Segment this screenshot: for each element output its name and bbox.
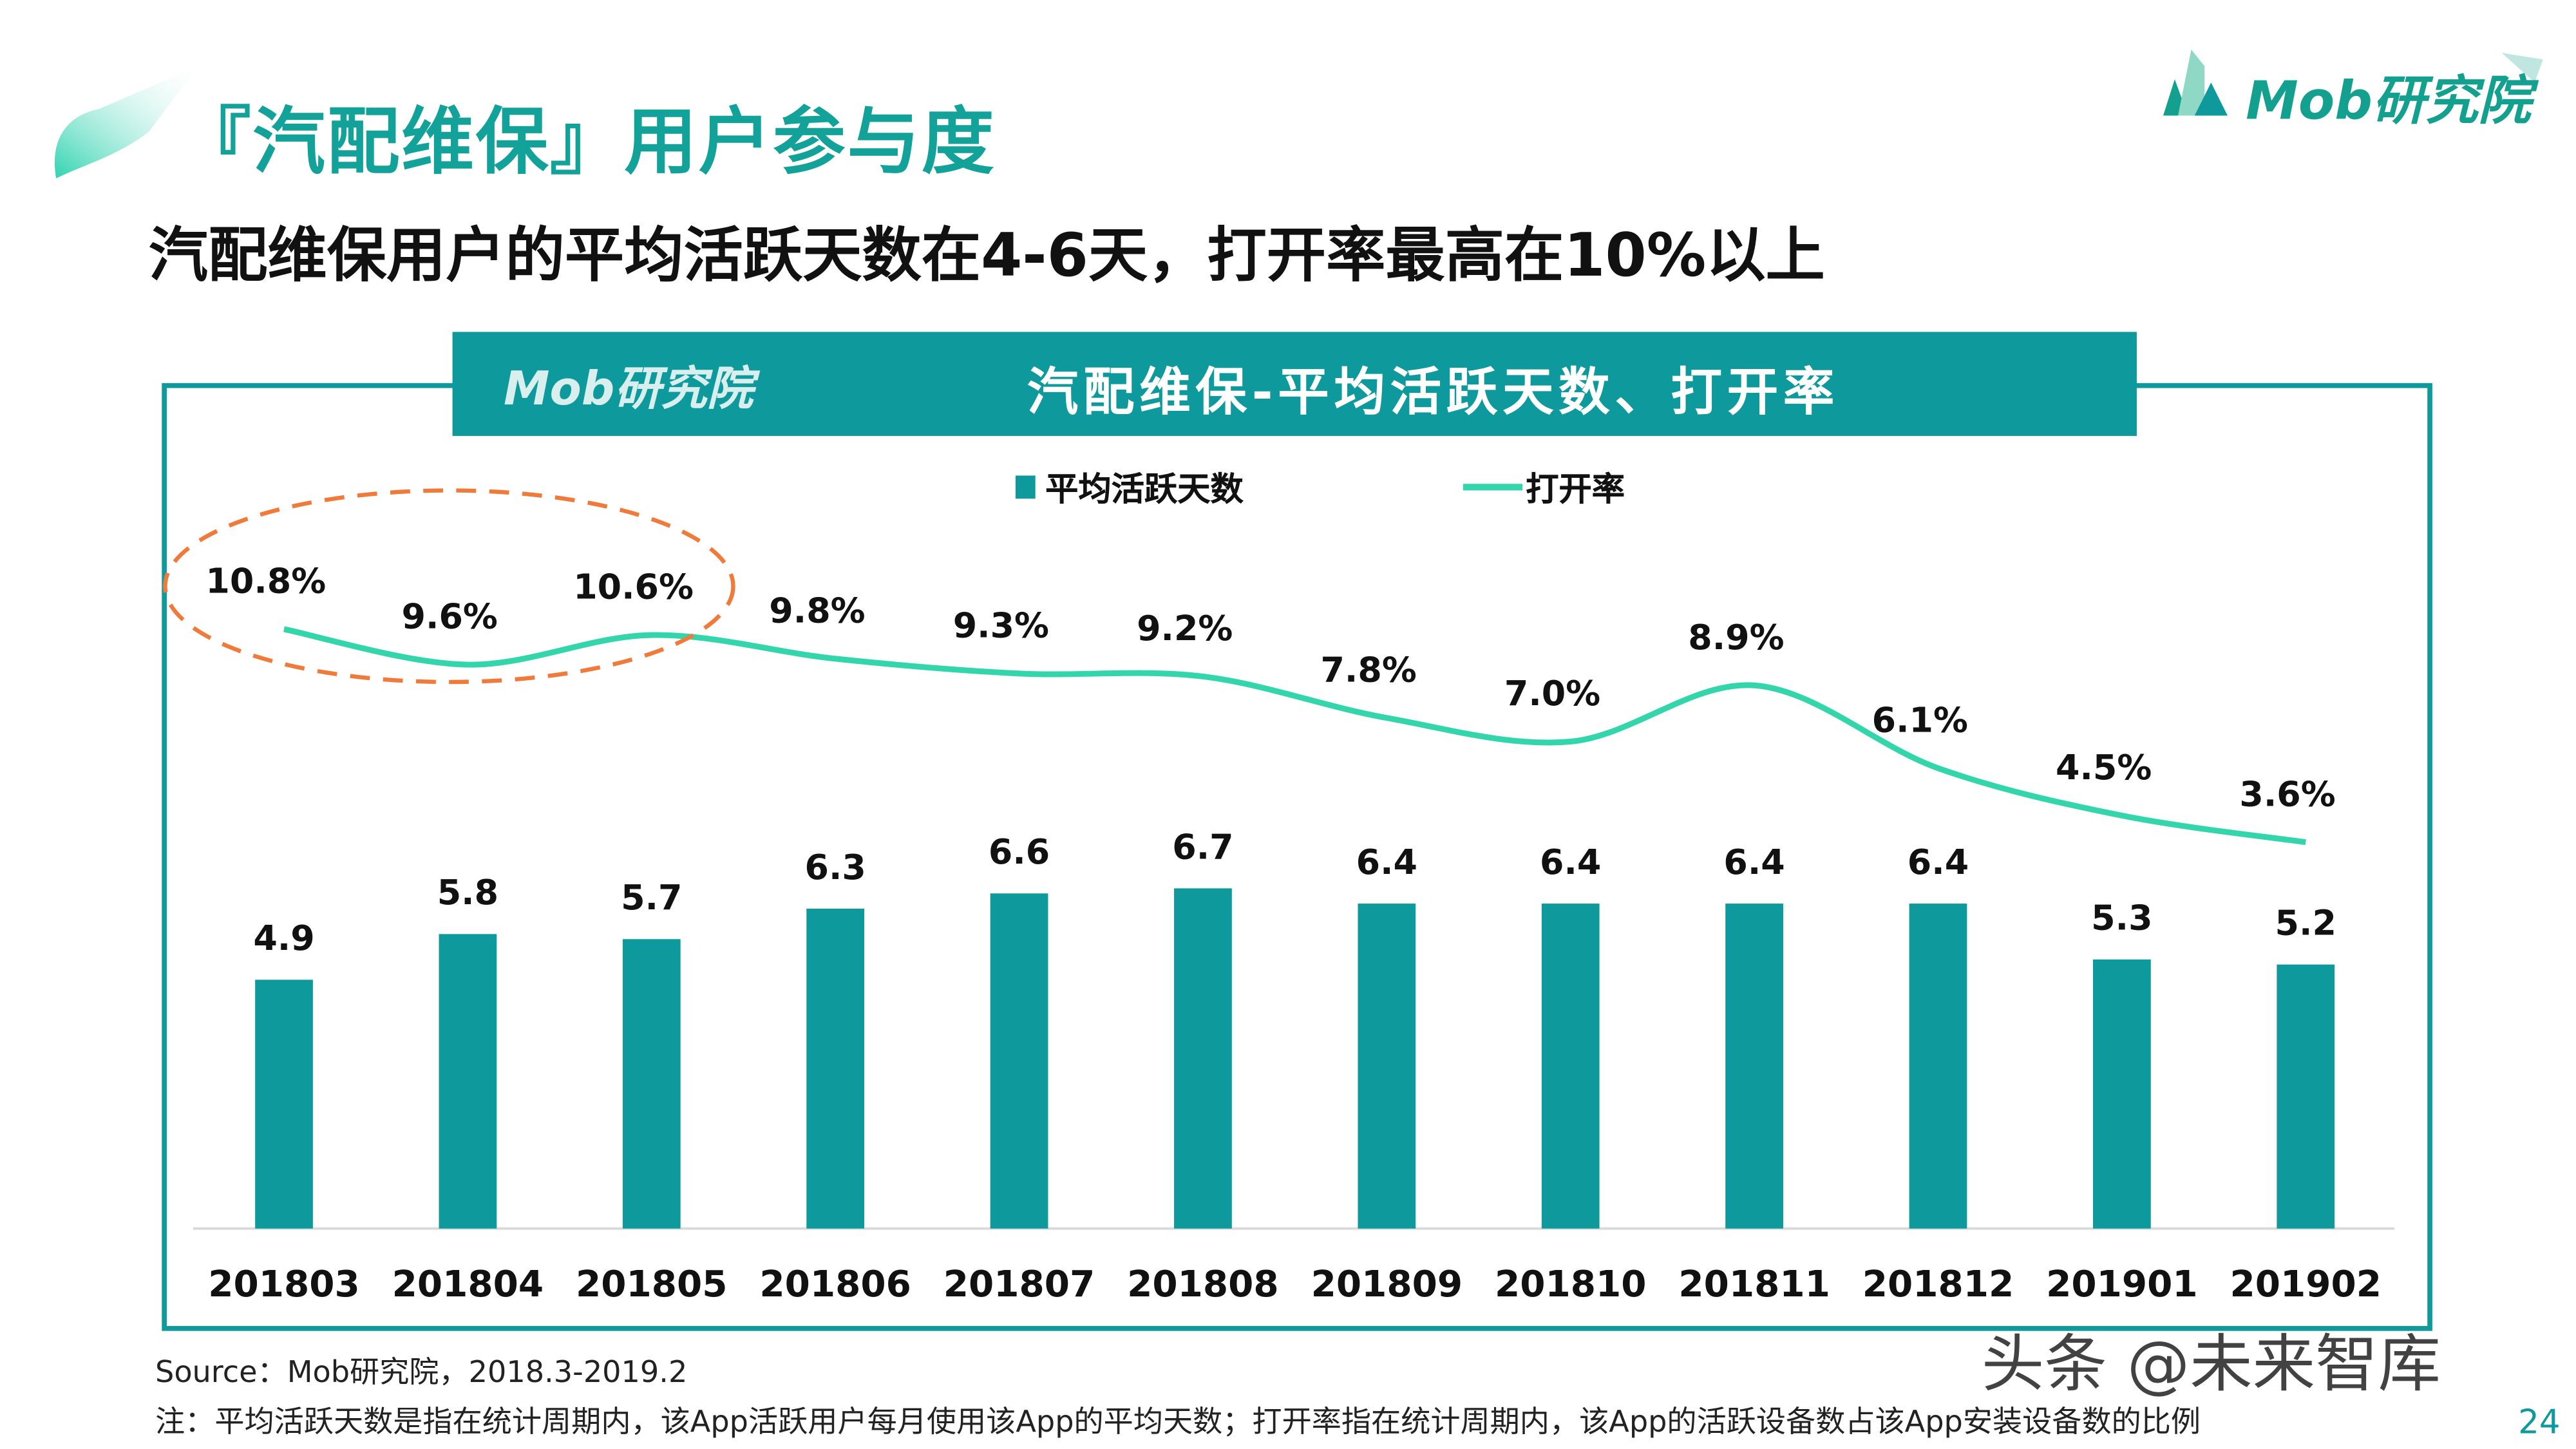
legend-bar-swatch (1015, 475, 1036, 498)
x-tick-label: 201812 (1862, 1264, 2014, 1305)
line-label: 7.8% (1320, 649, 1416, 690)
chart-title-band (452, 332, 2137, 436)
line-label: 8.9% (1688, 617, 1784, 658)
x-tick-label: 201810 (1495, 1264, 1647, 1305)
line-series (283, 626, 2306, 846)
legend-bar-label: 平均活跃天数 (1045, 469, 1244, 509)
x-tick-label: 201804 (392, 1264, 544, 1305)
mob-logo-text: Mob研究院 (2246, 69, 2532, 133)
bar-label: 4.9 (253, 918, 314, 958)
legend-line: 打开率 (1463, 462, 1625, 510)
legend-line-label: 打开率 (1526, 469, 1625, 509)
bar-label: 5.8 (437, 872, 498, 913)
bar (2092, 959, 2151, 1229)
line-label: 10.6% (573, 567, 694, 607)
page-title: 『汽配维保』用户参与度 (178, 100, 996, 185)
chart-title: 汽配维保-平均活跃天数、打开率 (1027, 363, 1840, 423)
x-tick-label: 201805 (576, 1264, 728, 1305)
band-logo: Mob研究院 (504, 361, 753, 417)
bar-label: 6.4 (1908, 842, 1969, 882)
bar (806, 908, 865, 1229)
bar (990, 893, 1048, 1229)
bar-label: 6.6 (989, 831, 1050, 872)
page-subtitle: 汽配维保用户的平均活跃天数在4-6天，打开率最高在10%以上 (148, 223, 1825, 291)
bar-label: 5.7 (621, 877, 682, 918)
line-label: 9.2% (1137, 608, 1233, 649)
bar (2277, 964, 2335, 1229)
line-label: 9.8% (769, 590, 865, 630)
mob-logo-icon (2163, 49, 2543, 116)
page-number: 24 (2518, 1401, 2561, 1442)
x-tick-label: 201803 (208, 1264, 360, 1305)
bar-label: 5.2 (2275, 903, 2336, 943)
line-label: 7.0% (1504, 673, 1600, 714)
bar (439, 934, 497, 1229)
x-tick-label: 201901 (2046, 1264, 2198, 1305)
bar (1358, 904, 1416, 1229)
leaf-decoration-icon (54, 66, 198, 178)
x-tick-label: 201807 (943, 1264, 1095, 1305)
legend-bar: 平均活跃天数 (1015, 462, 1244, 510)
bar-label: 6.3 (804, 847, 866, 887)
source-text: Source：Mob研究院，2018.3-2019.2 (155, 1356, 688, 1390)
x-tick-label: 201808 (1127, 1264, 1279, 1305)
line-label: 4.5% (2056, 747, 2152, 788)
bar-label: 5.3 (2091, 898, 2152, 938)
x-tick-label: 201806 (759, 1264, 911, 1305)
line-label: 9.3% (953, 605, 1049, 645)
line-label: 9.6% (402, 596, 498, 637)
x-tick-label: 201809 (1311, 1264, 1463, 1305)
bar (1909, 904, 1967, 1229)
bar (1174, 888, 1232, 1229)
x-tick-label: 201902 (2230, 1264, 2382, 1305)
line-label: 3.6% (2239, 773, 2335, 814)
bar (1725, 904, 1783, 1229)
bar (1541, 904, 1600, 1229)
bar (255, 980, 313, 1229)
watermark: 头条 @未来智库 (1981, 1327, 2441, 1401)
line-label: 6.1% (1872, 699, 1968, 740)
bar-label: 6.4 (1356, 842, 1417, 882)
bar (622, 939, 681, 1229)
legend-line-swatch (1463, 482, 1523, 490)
note-text: 注：平均活跃天数是指在统计周期内，该App活跃用户每月使用该App的平均天数；打… (155, 1405, 2201, 1440)
highlight-ellipse (163, 488, 735, 685)
bar-label: 6.4 (1540, 842, 1601, 882)
x-tick-label: 201811 (1678, 1264, 1830, 1305)
line-label: 10.8% (205, 561, 326, 601)
bar-label: 6.4 (1723, 842, 1785, 882)
bar-label: 6.7 (1172, 826, 1233, 867)
